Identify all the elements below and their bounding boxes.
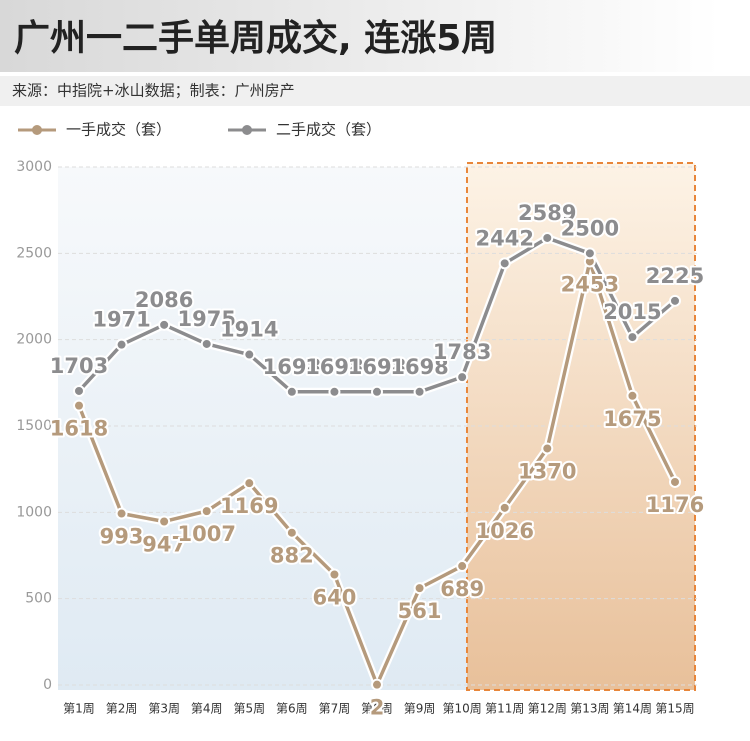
point	[669, 475, 681, 488]
point	[243, 477, 256, 490]
data-label: 1698	[263, 355, 321, 379]
data-label: 1169	[220, 494, 278, 518]
data-label: 689	[440, 577, 484, 601]
point	[371, 678, 383, 691]
point	[541, 442, 554, 455]
point	[158, 515, 171, 528]
point	[669, 294, 681, 307]
data-label: 2453	[561, 272, 619, 296]
data-label: 1176	[646, 493, 704, 517]
x-tick-label: 第8周	[361, 702, 393, 716]
point	[285, 385, 298, 398]
x-tick-label: 第15周	[655, 702, 694, 716]
data-label: 947	[142, 532, 186, 556]
data-label: 2225	[646, 264, 704, 288]
y-tick-label: 2500	[16, 245, 52, 261]
x-tick-label: 第3周	[148, 702, 180, 716]
subtitle: 来源：中指院+冰山数据；制表：广州房产	[12, 82, 295, 100]
data-label: 640	[313, 585, 357, 609]
point	[541, 231, 554, 244]
point	[115, 338, 128, 351]
point	[583, 247, 596, 260]
subtitle-band	[0, 76, 750, 106]
data-label: 561	[398, 599, 442, 623]
data-label: 1370	[518, 459, 576, 483]
data-label: 882	[270, 544, 314, 568]
title-banner	[0, 0, 720, 72]
y-tick-label: 3000	[16, 159, 52, 175]
point	[626, 331, 639, 344]
chart-title: 广州一二手单周成交, 连涨5周	[14, 17, 497, 59]
x-tick-label: 第10周	[443, 702, 482, 716]
point	[73, 384, 85, 397]
legend-label: 一手成交（套）	[66, 121, 171, 139]
data-label: 2500	[561, 216, 619, 240]
data-label: 1026	[475, 519, 533, 543]
point	[413, 385, 426, 398]
x-tick-label: 第12周	[528, 702, 567, 716]
y-tick-label: 1500	[16, 418, 52, 434]
point	[328, 385, 341, 398]
data-label: 1698	[390, 355, 448, 379]
data-label: 1675	[603, 407, 661, 431]
x-tick-label: 第1周	[63, 702, 95, 716]
data-label: 2442	[475, 226, 533, 250]
point	[456, 560, 469, 573]
point	[158, 318, 171, 331]
x-tick-label: 第4周	[191, 702, 223, 716]
data-label: 2015	[603, 300, 661, 324]
data-label: 2	[370, 696, 385, 720]
y-tick-label: 1000	[16, 504, 52, 520]
point	[200, 505, 213, 518]
point	[328, 568, 341, 581]
data-label: 1698	[348, 355, 406, 379]
point	[115, 507, 128, 520]
legend-dot	[242, 125, 252, 135]
data-label: 1914	[220, 318, 278, 342]
y-tick-label: 500	[25, 591, 52, 607]
data-label: 1975	[177, 307, 235, 331]
x-tick-label: 第2周	[106, 702, 138, 716]
point	[413, 582, 426, 595]
x-tick-label: 第7周	[319, 702, 351, 716]
data-label: 1783	[433, 340, 491, 364]
data-label: 993	[100, 525, 144, 549]
x-tick-label: 第6周	[276, 702, 308, 716]
data-label: 2589	[518, 201, 576, 225]
point	[498, 257, 511, 270]
plot-background	[58, 167, 467, 690]
point	[73, 399, 85, 412]
data-label: 1971	[92, 308, 150, 332]
point	[498, 501, 511, 514]
data-label: 1698	[305, 355, 363, 379]
legend-label: 二手成交（套）	[276, 121, 381, 139]
data-label: 1703	[50, 354, 108, 378]
point	[243, 348, 256, 361]
data-label: 2086	[135, 288, 193, 312]
x-tick-label: 第13周	[570, 702, 609, 716]
x-tick-label: 第9周	[404, 702, 436, 716]
point	[456, 371, 469, 384]
y-tick-label: 0	[43, 677, 52, 693]
point	[371, 385, 383, 398]
x-tick-label: 第5周	[233, 702, 265, 716]
y-tick-label: 2000	[16, 332, 52, 348]
legend-dot	[32, 125, 42, 135]
data-label: 1618	[50, 417, 108, 441]
point	[626, 389, 639, 402]
data-label: 1007	[177, 522, 235, 546]
point	[285, 526, 298, 539]
x-tick-label: 第11周	[485, 702, 524, 716]
point	[200, 337, 213, 350]
x-tick-label: 第14周	[613, 702, 652, 716]
